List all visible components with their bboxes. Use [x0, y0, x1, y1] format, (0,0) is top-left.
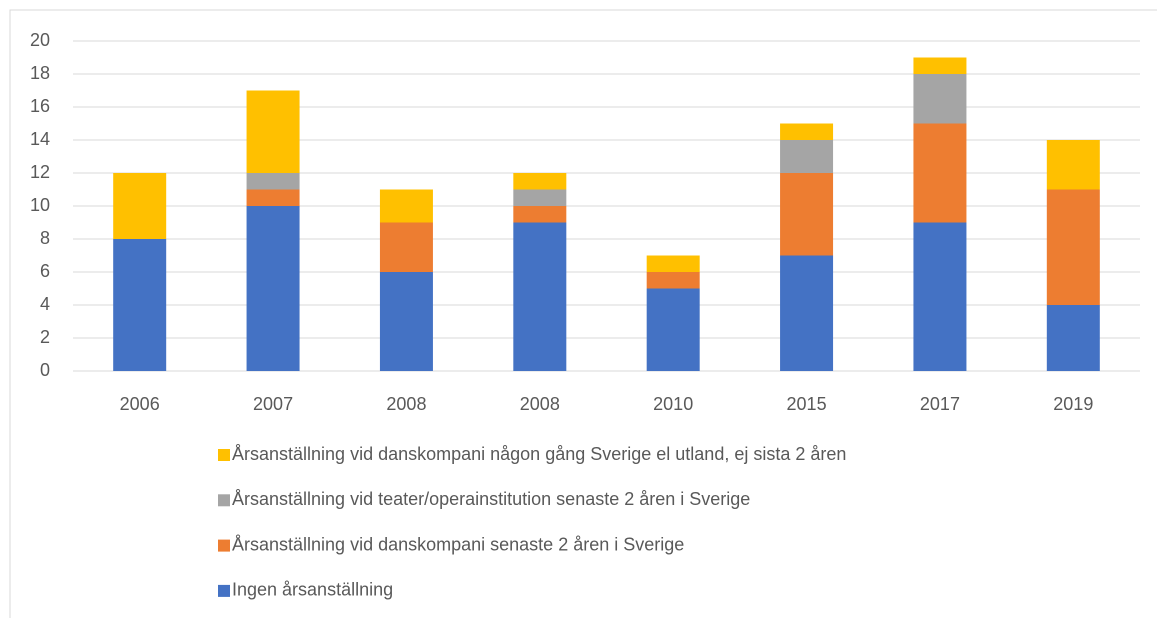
bar-segment — [513, 222, 567, 371]
bar-segment — [513, 206, 567, 223]
bar-segment — [913, 123, 967, 223]
y-tick-label: 16 — [30, 96, 50, 116]
bar-segment — [780, 140, 834, 173]
bar-segment — [646, 288, 700, 371]
legend-swatch — [218, 449, 230, 461]
bar-segment — [379, 222, 433, 272]
bar-segment — [113, 239, 167, 371]
legend-label: Årsanställning vid danskompani senaste 2… — [232, 534, 684, 554]
bar-segment — [1046, 140, 1100, 190]
bar-segment — [913, 57, 967, 74]
x-tick-label: 2008 — [520, 394, 560, 414]
x-tick-label: 2017 — [920, 394, 960, 414]
legend-swatch — [218, 494, 230, 507]
y-tick-label: 14 — [30, 129, 50, 149]
bar-segment — [913, 74, 967, 124]
bar-segment — [513, 189, 567, 206]
bar-segment — [913, 222, 967, 371]
bar-segment — [1046, 189, 1100, 305]
x-tick-label: 2019 — [1053, 394, 1093, 414]
y-tick-label: 0 — [40, 360, 50, 380]
y-tick-label: 2 — [40, 327, 50, 347]
y-tick-label: 18 — [30, 63, 50, 83]
y-tick-label: 8 — [40, 228, 50, 248]
x-tick-label: 2007 — [253, 394, 293, 414]
x-tick-label: 2010 — [653, 394, 693, 414]
x-tick-label: 2015 — [787, 394, 827, 414]
y-tick-label: 4 — [40, 294, 50, 314]
y-tick-label: 12 — [30, 162, 50, 182]
bar-segment — [379, 189, 433, 223]
bar-segment — [1046, 305, 1100, 371]
bar-segment — [246, 90, 300, 173]
bar-segment — [379, 272, 433, 371]
chart-frame — [9, 9, 1157, 623]
y-tick-label: 20 — [30, 30, 50, 50]
bar-segment — [780, 123, 834, 140]
bar-segment — [246, 173, 300, 190]
bar-segment — [646, 255, 700, 272]
bar-segment — [246, 206, 300, 371]
x-tick-label: 2008 — [386, 394, 426, 414]
bar-segment — [780, 173, 834, 256]
bar-segment — [780, 255, 834, 371]
bar-segment — [646, 272, 700, 289]
bar-segment — [246, 189, 300, 206]
bar-segment — [513, 173, 567, 190]
legend-swatch — [218, 539, 230, 552]
legend-label: Årsanställning vid danskompani någon gån… — [232, 444, 846, 464]
legend-label: Årsanställning vid teater/operainstituti… — [232, 489, 750, 509]
y-tick-label: 10 — [30, 195, 50, 215]
legend-label: Ingen årsanställning — [232, 580, 393, 600]
bar-segment — [113, 173, 167, 239]
legend-swatch — [218, 584, 230, 597]
x-tick-label: 2006 — [120, 394, 160, 414]
y-tick-label: 6 — [40, 261, 50, 281]
